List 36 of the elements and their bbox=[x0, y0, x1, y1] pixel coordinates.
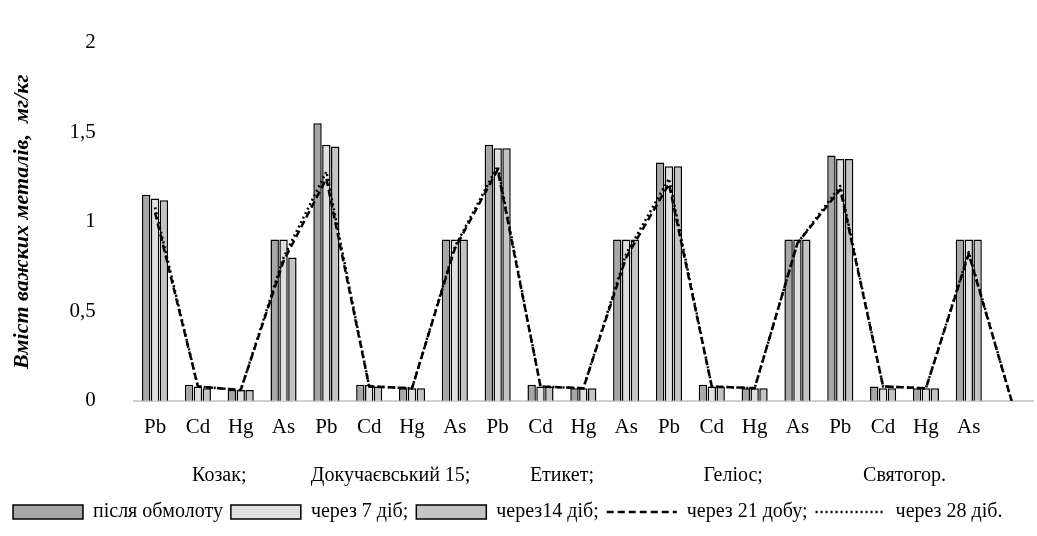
x-tick-label: Hg bbox=[570, 413, 597, 438]
x-tick-label: Cd bbox=[356, 413, 382, 438]
x-tick-label: As bbox=[443, 413, 467, 438]
x-tick-label: As bbox=[271, 413, 296, 438]
legend-label: через 21 добу; bbox=[686, 499, 808, 523]
x-tick-label: As bbox=[957, 413, 981, 438]
x-tick-label: Hg bbox=[741, 413, 768, 438]
y-tick-label: 0,5 bbox=[69, 297, 96, 322]
x-tick-label: As bbox=[614, 413, 638, 438]
x-tick-label: Pb bbox=[315, 413, 338, 438]
y-tick-label: 1,5 bbox=[69, 118, 96, 143]
text: Докучаєвський 15; bbox=[310, 463, 471, 487]
y-tick-label: 1 bbox=[85, 208, 96, 233]
x-tick-label: Pb bbox=[486, 413, 509, 438]
x-tick-label: Cd bbox=[870, 413, 896, 438]
text: Святогор. bbox=[863, 463, 946, 487]
x-tick-label: Hg bbox=[227, 413, 255, 438]
x-tick-label: Cd bbox=[185, 413, 211, 438]
y-axis-title: Вміст важких металів, мг/кг bbox=[7, 74, 33, 370]
legend-label: через 28 діб. bbox=[895, 499, 1003, 523]
text: Геліос; bbox=[703, 463, 763, 486]
x-tick-label: Pb bbox=[143, 413, 167, 438]
y-tick-label: 0 bbox=[85, 387, 96, 412]
text: Етикет; bbox=[529, 463, 594, 486]
x-tick-label: Cd bbox=[699, 413, 725, 438]
x-tick-label: Pb bbox=[829, 413, 852, 438]
x-tick-label: Cd bbox=[528, 413, 554, 438]
x-tick-label: Hg bbox=[399, 413, 426, 438]
x-tick-label: Hg bbox=[913, 413, 940, 438]
legend-label: через14 діб; bbox=[496, 499, 599, 523]
text: Козак; bbox=[192, 463, 247, 486]
x-tick-label: As bbox=[785, 413, 810, 438]
legend-label: через 7 діб; bbox=[310, 499, 409, 523]
x-tick-label: Pb bbox=[657, 413, 681, 438]
legend-label: після обмолоту bbox=[93, 499, 223, 523]
y-tick-label: 2 bbox=[85, 29, 96, 54]
